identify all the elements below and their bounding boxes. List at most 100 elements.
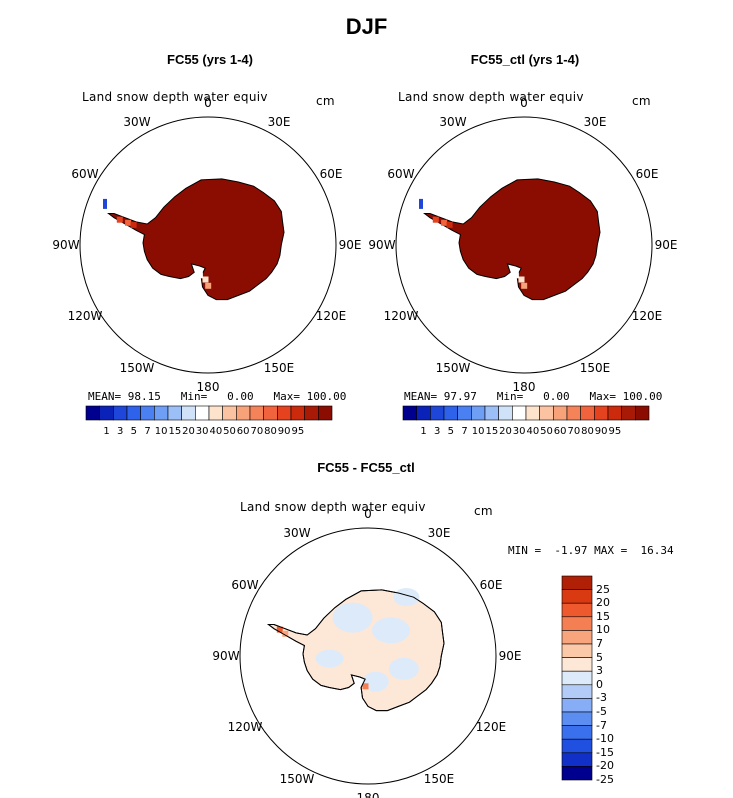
panel-2-lon-label: 30E bbox=[584, 115, 607, 129]
panel-2-lon-label: 60W bbox=[387, 167, 414, 181]
colorbar-tick-label: 1 bbox=[420, 426, 427, 437]
panel-3-stats: MIN = -1.97 MAX = 16.34 bbox=[508, 544, 674, 557]
colorbar-tick-label: 20 bbox=[182, 426, 195, 437]
colorbar-swatch bbox=[561, 602, 593, 618]
colorbar-tick-label: 20 bbox=[596, 596, 610, 610]
panel-2-units: cm bbox=[632, 94, 651, 108]
colorbar-tick-label: 15 bbox=[168, 426, 182, 437]
panel-2-min: 0.00 bbox=[543, 390, 570, 403]
colorbar-tick-label: 1 bbox=[103, 426, 110, 437]
colorbar-tick-label: 95 bbox=[608, 426, 622, 437]
panel-1-lon-label: 60E bbox=[320, 167, 343, 181]
panel-3-negative-patch bbox=[332, 602, 373, 633]
panel-3-negative-patch bbox=[393, 588, 420, 607]
panel-2-grid-cell bbox=[446, 221, 453, 228]
panel-1-grid-cell bbox=[116, 216, 123, 223]
colorbar-tick-label: -3 bbox=[596, 691, 607, 705]
panel-3-lon-label: 150W bbox=[280, 772, 315, 786]
panel-2-lon-label: 150E bbox=[580, 361, 611, 375]
panel-1-lon-label: 150E bbox=[264, 361, 295, 375]
panel-3-lon-label: 30E bbox=[428, 526, 451, 540]
panel-1-lon-label: 30W bbox=[123, 115, 150, 129]
panel-2-mean: 97.97 bbox=[443, 390, 477, 403]
colorbar-tick-label: 80 bbox=[581, 426, 594, 437]
colorbar-tick-label: -10 bbox=[596, 732, 614, 746]
colorbar-swatch bbox=[561, 643, 593, 658]
panel-3-grid-cell bbox=[282, 630, 289, 637]
colorbar-tick-label: 7 bbox=[144, 426, 151, 437]
panel-2-variable: Land snow depth water equiv bbox=[398, 90, 584, 104]
panel-3-min-label: MIN = bbox=[508, 544, 542, 557]
panel-2-min-label: Min= bbox=[496, 390, 524, 403]
panel-2-lon-label: 90W bbox=[368, 238, 395, 252]
panel-1-stats: MEAN= 98.15 Min= 0.00 Max= 100.00 bbox=[88, 390, 346, 403]
colorbar-swatch bbox=[561, 630, 593, 645]
colorbar-tick-label: 60 bbox=[236, 426, 250, 437]
panel-3-lon-label: 0 bbox=[364, 507, 372, 521]
colorbar-tick-label: 30 bbox=[195, 426, 209, 437]
colorbar-tick-label: 3 bbox=[116, 426, 124, 437]
panel-1-grid-cell bbox=[202, 276, 209, 283]
panel-1-units: cm bbox=[316, 94, 335, 108]
colorbar-tick-label: 40 bbox=[209, 426, 223, 437]
panel-1-lon-label: 90W bbox=[52, 238, 79, 252]
colorbar-tick-label: 50 bbox=[223, 426, 236, 437]
panel-2-grid-cell bbox=[521, 282, 528, 289]
colorbar-swatch bbox=[635, 405, 650, 421]
colorbar-swatch bbox=[561, 575, 593, 590]
colorbar-tick-label: 5 bbox=[130, 426, 138, 437]
panel-1-map-boundary bbox=[79, 116, 337, 374]
panel-3-colorbar-ticks: 25 20 15 10 7 5 3 0 -3 -5 -7 -10 -15 -20 -25 bbox=[596, 576, 636, 786]
panel-1-lon-label: 120E bbox=[316, 309, 347, 323]
panel-3-lon-label: 150E bbox=[424, 772, 455, 786]
panel-1-lon-label: 90E bbox=[339, 238, 362, 252]
colorbar-swatch bbox=[561, 738, 593, 754]
panel-2-mean-label: MEAN= bbox=[404, 390, 438, 403]
panel-2-lon-label: 30W bbox=[439, 115, 466, 129]
colorbar-swatch bbox=[561, 698, 593, 713]
panel-1-lon-label: 60W bbox=[71, 167, 98, 181]
panel-3-lon-label: 60W bbox=[231, 578, 258, 592]
panel-2-max-label: Max= bbox=[589, 390, 617, 403]
panel-2-title: FC55_ctl (yrs 1-4) bbox=[470, 52, 580, 67]
panel-2-antarctica-field bbox=[423, 178, 601, 301]
panel-1-grid-cell bbox=[103, 198, 107, 209]
colorbar-swatch bbox=[561, 616, 593, 631]
panel-3-lon-label: 30W bbox=[283, 526, 310, 540]
panel-3-min: -1.97 bbox=[554, 544, 588, 557]
colorbar-tick-label: 15 bbox=[485, 426, 499, 437]
panel-2-stats: MEAN= 97.97 Min= 0.00 Max= 100.00 bbox=[404, 390, 662, 403]
panel-3-lon-label: 90W bbox=[212, 649, 239, 663]
colorbar-tick-label: 40 bbox=[526, 426, 540, 437]
panel-1-mean: 98.15 bbox=[127, 390, 161, 403]
colorbar-tick-label: 15 bbox=[596, 609, 610, 623]
colorbar-tick-label: 60 bbox=[553, 426, 567, 437]
panel-1-map-group: 0 30E 60E 90E 120E 150E 180 150W 120W 90W 60W 30W bbox=[52, 96, 361, 394]
panel-3-lon-label: 90E bbox=[499, 649, 522, 663]
panel-3-map-boundary bbox=[239, 527, 497, 785]
colorbar-tick-label: 5 bbox=[596, 650, 603, 664]
colorbar-tick-label: 5 bbox=[447, 426, 455, 437]
panel-3-lon-label: 120W bbox=[228, 720, 263, 734]
figure-title: DJF bbox=[345, 14, 388, 39]
panel-1-grid-cell bbox=[196, 272, 203, 279]
panel-1-colorbar bbox=[85, 405, 333, 421]
panel-1-lon-label: 30E bbox=[268, 115, 291, 129]
panel-2-grid-cell bbox=[512, 272, 519, 279]
panel-1-grid-cell bbox=[205, 282, 212, 289]
panel-3-negative-patch bbox=[362, 671, 389, 692]
colorbar-tick-label: 25 bbox=[596, 582, 610, 596]
panel-1-colorbar-ticks: 1 3 5 7 10 15 20 30 40 50 60 70 80 90 95 bbox=[86, 426, 332, 440]
colorbar-tick-label: 3 bbox=[433, 426, 441, 437]
panel-2-max: 100.00 bbox=[622, 390, 663, 403]
panel-2-colorbar bbox=[402, 405, 650, 421]
colorbar-tick-label: 10 bbox=[471, 426, 485, 437]
panel-3-variable: Land snow depth water equiv bbox=[240, 500, 426, 514]
colorbar-swatch bbox=[561, 711, 593, 726]
colorbar-tick-label: 90 bbox=[277, 426, 291, 437]
colorbar-tick-label: 90 bbox=[594, 426, 608, 437]
panel-3-grid-cell bbox=[276, 626, 283, 633]
panel-3-max-label: MAX = bbox=[594, 544, 628, 557]
